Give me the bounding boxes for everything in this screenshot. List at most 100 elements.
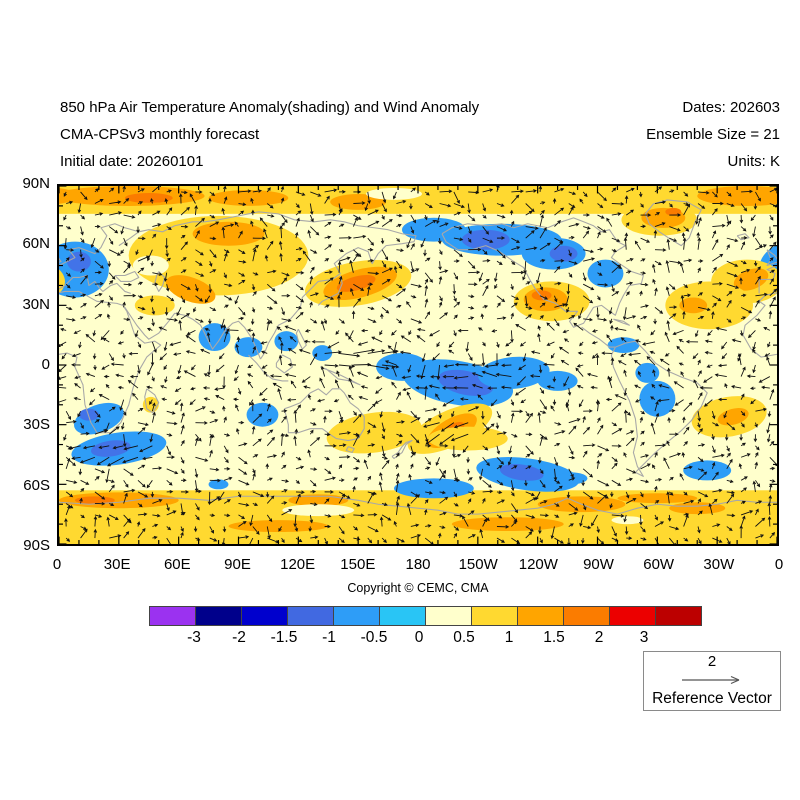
lat-tick-label: 90S — [23, 537, 50, 554]
coastline — [114, 271, 140, 282]
lon-tick-label: 30E — [103, 556, 131, 573]
reference-vector-label: Reference Vector — [652, 690, 772, 707]
colorbar-level-label: -1 — [322, 629, 336, 646]
anomaly-blob — [611, 516, 644, 525]
anomaly-blob — [165, 275, 216, 304]
temperature-shading-layer — [59, 186, 777, 533]
coastline — [742, 292, 777, 358]
lat-tick-label: 60N — [22, 235, 50, 253]
coastline — [283, 388, 365, 442]
colorbar-cell — [242, 607, 288, 625]
coastline — [441, 217, 644, 328]
colorbar-level-label: -2 — [232, 629, 246, 646]
anomaly-blob — [394, 478, 474, 499]
colorbar-level-label: -3 — [187, 629, 201, 646]
anomaly-blob — [90, 440, 131, 457]
colorbar-cell — [656, 607, 701, 625]
anomaly-blob — [555, 472, 588, 485]
colorbar-cell — [380, 607, 426, 625]
coastline — [320, 366, 361, 386]
coastline — [758, 264, 777, 294]
lat-tick-label: 30S — [23, 416, 50, 434]
coastline — [766, 249, 777, 267]
map-ticks-layer — [59, 186, 777, 544]
colorbar-cell — [150, 607, 196, 625]
dates-label: Dates: 202603 — [682, 99, 780, 116]
lat-tick-label: 0 — [41, 356, 50, 373]
lat-tick-label: 90N — [22, 175, 50, 192]
anomaly-blob — [531, 290, 552, 301]
coastline — [345, 446, 355, 454]
initial-date-label: Initial date: 20260101 — [60, 153, 204, 170]
units-label: Units: K — [727, 153, 780, 170]
anomaly-blob — [124, 193, 173, 203]
title-block-right: Dates: 202603 Ensemble Size = 21 Units: … — [646, 99, 780, 180]
coastline — [317, 275, 343, 306]
anomaly-blob — [617, 493, 698, 504]
colorbar-level-label: 0 — [414, 629, 424, 646]
anomaly-blob — [228, 520, 329, 533]
colorbar-cell — [472, 607, 518, 625]
reference-vector-value: 2 — [707, 653, 717, 670]
lon-tick-label: 120E — [280, 556, 316, 573]
anomaly-blob — [549, 245, 578, 262]
colorbar-level-label: 2 — [594, 629, 604, 646]
coastline — [581, 326, 616, 348]
lon-tick-label: 150W — [458, 556, 498, 573]
lon-tick-label: 180 — [405, 556, 431, 573]
anomaly-blob — [587, 259, 624, 288]
anomaly-blob — [246, 402, 279, 427]
colorbar-cell — [288, 607, 334, 625]
lon-tick-label: 150E — [340, 556, 376, 573]
anomaly-blob — [451, 517, 564, 532]
title-block-left: 850 hPa Air Temperature Anomaly(shading)… — [60, 99, 479, 180]
anomaly-blob — [208, 479, 229, 490]
anomaly-blob — [683, 460, 732, 481]
anomaly-blob — [679, 297, 708, 314]
coastline — [248, 354, 289, 382]
lat-tick-label: 60S — [23, 476, 50, 494]
anomaly-blob — [282, 504, 355, 517]
colorbar-cell — [196, 607, 242, 625]
lon-tick-label: 90E — [224, 556, 251, 573]
lon-tick-label: 60W — [643, 556, 675, 573]
colorbar-level-label: 1 — [504, 629, 514, 646]
anomaly-blob — [192, 221, 265, 246]
anomaly-blob — [67, 251, 91, 272]
coastline — [124, 307, 261, 360]
anomaly-blob — [717, 408, 749, 426]
coastline — [144, 388, 160, 414]
colorbar-cell — [564, 607, 610, 625]
lon-tick-label: 120W — [518, 556, 558, 573]
lon-tick-label: 0 — [774, 556, 784, 573]
anomaly-blob — [733, 268, 769, 291]
anomaly-blob — [59, 188, 79, 204]
anomaly-blob — [59, 269, 65, 294]
lon-tick-label: 0 — [52, 556, 62, 573]
lon-tick-label: 90W — [583, 556, 614, 573]
anomaly-blob — [499, 463, 544, 481]
colorbar-cell — [426, 607, 472, 625]
main-title: 850 hPa Air Temperature Anomaly(shading)… — [60, 99, 480, 116]
coastline — [736, 233, 750, 241]
lon-tick-label: 30W — [703, 556, 735, 573]
anomaly-blob — [234, 337, 263, 358]
anomaly-blob — [74, 496, 115, 505]
reference-vector-box: 2 Reference Vector — [643, 651, 781, 711]
coastline — [59, 223, 140, 267]
anomaly-blob — [537, 370, 578, 391]
lon-tick-label: 60E — [163, 556, 191, 573]
coastline — [275, 354, 293, 374]
anomaly-blob — [312, 345, 333, 361]
anomaly-blob — [665, 207, 682, 216]
coastline — [613, 318, 630, 326]
colorbar-cell — [518, 607, 564, 625]
coastline — [138, 211, 417, 360]
anomaly-blob — [336, 274, 376, 292]
ensemble-size-label: Ensemble Size = 21 — [646, 126, 780, 143]
reference-vector-arrow-icon — [682, 675, 740, 685]
copyright-note: Copyright © CEMC, CMA — [347, 581, 489, 595]
anomaly-blob — [134, 295, 175, 316]
map-canvas — [57, 184, 779, 546]
colorbar — [149, 606, 702, 626]
